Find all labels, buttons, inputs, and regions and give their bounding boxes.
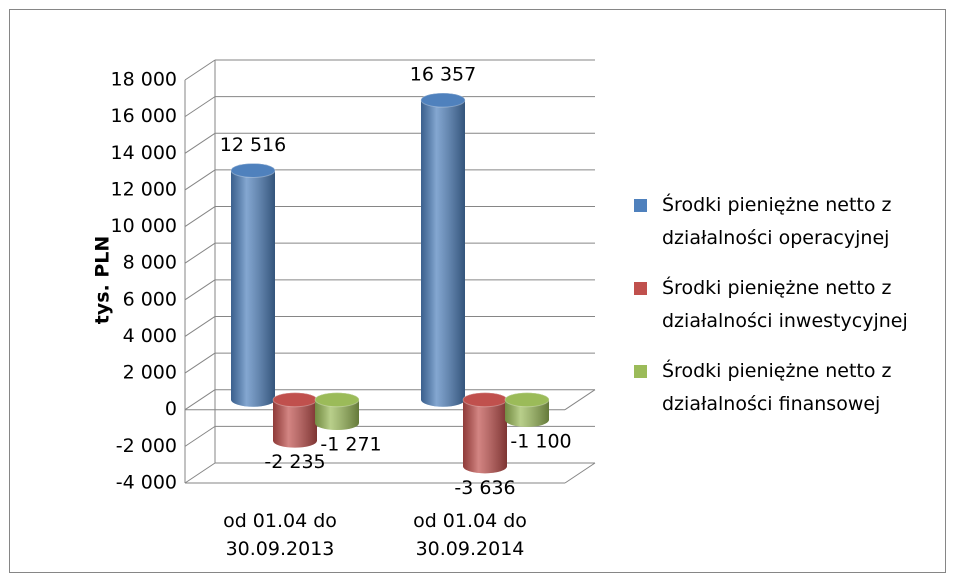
- y-tick-label: 12 000: [111, 178, 177, 200]
- value-label: -3 636: [454, 477, 515, 499]
- x-tick-label: od 01.04 do 30.09.2013: [223, 510, 337, 560]
- cylinder-top: [462, 392, 508, 408]
- legend-label-line: Środki pieniężne netto z: [662, 275, 892, 299]
- legend-label-line: Środki pieniężne netto z: [662, 192, 892, 216]
- floor-line: [564, 462, 596, 484]
- y-tick-label: 6 000: [123, 288, 177, 310]
- y-axis-label: tys. PLN: [92, 236, 114, 325]
- legend-label-line: działalności finansowej: [662, 393, 880, 415]
- y-tick-label: 10 000: [111, 215, 177, 237]
- grid-line: [184, 59, 216, 81]
- x-tick-label-line: od 01.04 do: [223, 510, 337, 532]
- x-tick-label-line: od 01.04 do: [413, 510, 527, 532]
- cylinder-shade: [463, 392, 507, 474]
- legend-swatch: [634, 365, 647, 378]
- cylinder-top: [420, 92, 466, 108]
- value-label: 12 516: [220, 134, 286, 156]
- y-tick-label: 18 000: [111, 69, 177, 91]
- legend-swatch: [634, 199, 647, 212]
- cylinder-shade: [273, 392, 317, 448]
- y-tick-label: 16 000: [111, 105, 177, 127]
- grid-line: [184, 425, 216, 447]
- y-tick-label: 0: [165, 398, 177, 420]
- cylinder-top: [504, 392, 550, 408]
- y-tick-label: 14 000: [111, 142, 177, 164]
- legend-label-line: działalności operacyjnej: [662, 227, 889, 249]
- grid-line: [184, 352, 216, 374]
- legend-label-line: działalności inwestycyjnej: [662, 310, 908, 332]
- zero-line: [564, 389, 596, 411]
- grid-line: [184, 169, 216, 191]
- cylinder-top: [272, 392, 318, 408]
- value-label: -2 235: [264, 451, 325, 473]
- x-tick-label: od 01.04 do 30.09.2014: [413, 510, 527, 560]
- grid-line: [184, 279, 216, 301]
- y-tick-label: -2 000: [116, 435, 177, 457]
- y-tick-label: 4 000: [123, 325, 177, 347]
- legend-label: Środki pieniężne netto z działalności ope…: [662, 192, 892, 249]
- grid-line: [184, 462, 216, 484]
- y-tick-label: -4 000: [116, 472, 177, 494]
- legend-swatch: [634, 282, 647, 295]
- y-tick-label: 8 000: [123, 252, 177, 274]
- grid-line: [184, 242, 216, 264]
- x-tick-label-line: 30.09.2013: [226, 538, 335, 560]
- legend-label-line: Środki pieniężne netto z: [662, 358, 892, 382]
- grid-line: [184, 206, 216, 227]
- grid-line: [184, 132, 216, 154]
- grid-line: [184, 96, 216, 118]
- cylinder-shade: [421, 93, 465, 407]
- x-tick-label-line: 30.09.2014: [416, 538, 525, 560]
- cylinder-top: [230, 162, 276, 178]
- value-label: -1 100: [510, 430, 571, 452]
- legend-label: Środki pieniężne netto z działalności inw…: [662, 275, 908, 332]
- cylinder-shade: [231, 163, 275, 407]
- value-label: -1 271: [320, 434, 381, 456]
- grid-line: [184, 316, 216, 337]
- legend-label: Środki pieniężne netto z działalności fin…: [662, 358, 892, 415]
- y-tick-label: 2 000: [123, 362, 177, 384]
- grid-line: [184, 389, 216, 411]
- value-label: 16 357: [410, 64, 476, 86]
- cylinder-top: [314, 392, 360, 408]
- chart-border: [9, 9, 946, 573]
